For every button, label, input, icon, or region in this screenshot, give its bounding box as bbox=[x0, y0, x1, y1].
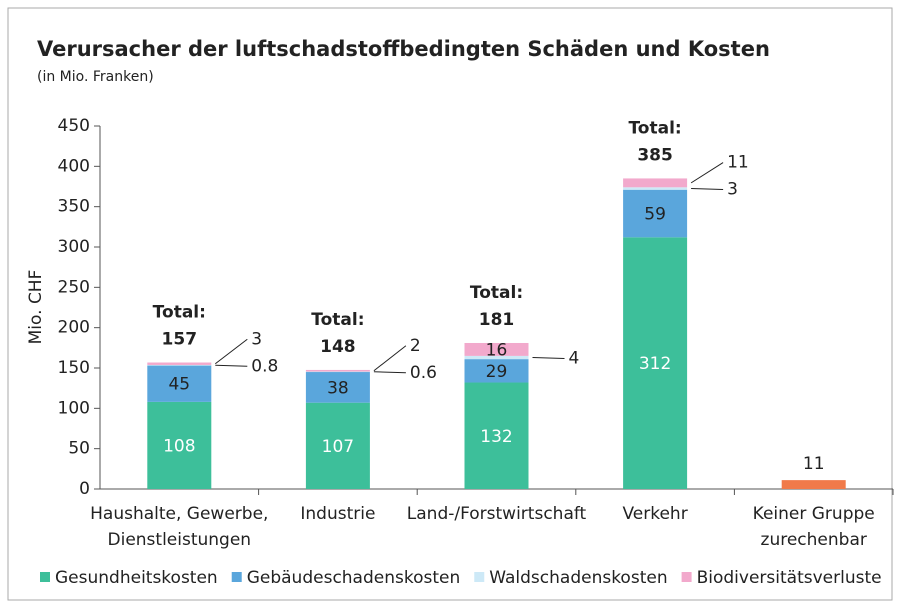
leader-line bbox=[691, 189, 723, 190]
total-value: 385 bbox=[637, 145, 673, 165]
data-label: 4 bbox=[569, 349, 580, 369]
y-tick-label: 100 bbox=[58, 398, 90, 418]
y-tick-label: 150 bbox=[58, 358, 90, 378]
data-label: 312 bbox=[639, 354, 671, 374]
bar-segment bbox=[147, 363, 211, 365]
data-label: 2 bbox=[410, 336, 421, 356]
legend-swatch bbox=[682, 572, 692, 582]
bar-segment bbox=[623, 187, 687, 189]
data-label: 107 bbox=[322, 437, 354, 457]
legend-label: Gesundheitskosten bbox=[55, 568, 218, 588]
legend-swatch bbox=[474, 572, 484, 582]
x-tick-label: zurechenbar bbox=[761, 530, 867, 550]
bar-segment bbox=[782, 480, 846, 489]
total-label: Total: bbox=[470, 283, 523, 303]
total-label: Total: bbox=[628, 118, 681, 138]
data-label: 16 bbox=[486, 340, 508, 360]
total-value: 157 bbox=[162, 330, 198, 350]
legend-swatch bbox=[40, 572, 50, 582]
bar-segment bbox=[623, 178, 687, 187]
chart-subtitle: (in Mio. Franken) bbox=[37, 69, 154, 85]
data-label: 3 bbox=[727, 180, 738, 200]
chart-title: Verursacher der luftschadstoffbedingten … bbox=[37, 37, 770, 61]
y-tick-label: 300 bbox=[58, 237, 90, 257]
bar-segment bbox=[306, 370, 370, 372]
total-value: 148 bbox=[320, 337, 356, 357]
data-label: 38 bbox=[327, 378, 349, 398]
x-tick-label: Haushalte, Gewerbe, bbox=[90, 504, 268, 524]
y-tick-label: 200 bbox=[58, 318, 90, 338]
leader-line bbox=[215, 365, 247, 366]
data-label: 132 bbox=[480, 427, 512, 447]
total-value: 181 bbox=[479, 310, 515, 330]
y-tick-label: 400 bbox=[58, 156, 90, 176]
legend-label: Waldschadenskosten bbox=[489, 568, 667, 588]
data-label: 0.6 bbox=[410, 363, 437, 383]
y-tick-label: 450 bbox=[58, 116, 90, 136]
x-tick-label: Keiner Gruppe bbox=[753, 504, 875, 524]
leader-line bbox=[533, 358, 565, 359]
data-label: 11 bbox=[803, 454, 825, 474]
legend-swatch bbox=[232, 572, 242, 582]
data-label: 59 bbox=[644, 205, 666, 225]
y-tick-label: 250 bbox=[58, 277, 90, 297]
x-tick-label: Dienstleistungen bbox=[108, 530, 252, 550]
data-label: 29 bbox=[486, 362, 508, 382]
legend-label: Gebäudeschadenskosten bbox=[247, 568, 461, 588]
total-label: Total: bbox=[311, 310, 364, 330]
total-label: Total: bbox=[153, 303, 206, 323]
data-label: 11 bbox=[727, 153, 749, 173]
data-label: 0.8 bbox=[251, 356, 278, 376]
x-tick-label: Land-/Forstwirtschaft bbox=[407, 504, 587, 524]
legend-label: Biodiversitätsverluste bbox=[697, 568, 882, 588]
y-tick-label: 50 bbox=[68, 439, 90, 459]
y-tick-label: 0 bbox=[79, 479, 90, 499]
data-label: 45 bbox=[168, 375, 190, 395]
leader-line bbox=[215, 339, 247, 363]
leader-line bbox=[374, 372, 406, 373]
data-label: 108 bbox=[163, 436, 195, 456]
leader-line bbox=[691, 163, 723, 183]
x-tick-label: Verkehr bbox=[622, 504, 687, 524]
y-tick-label: 350 bbox=[58, 197, 90, 217]
x-tick-label: Industrie bbox=[300, 504, 375, 524]
data-label: 3 bbox=[251, 329, 262, 349]
bar-segment bbox=[147, 365, 211, 366]
leader-line bbox=[374, 346, 406, 371]
y-axis-label: Mio. CHF bbox=[26, 270, 46, 345]
